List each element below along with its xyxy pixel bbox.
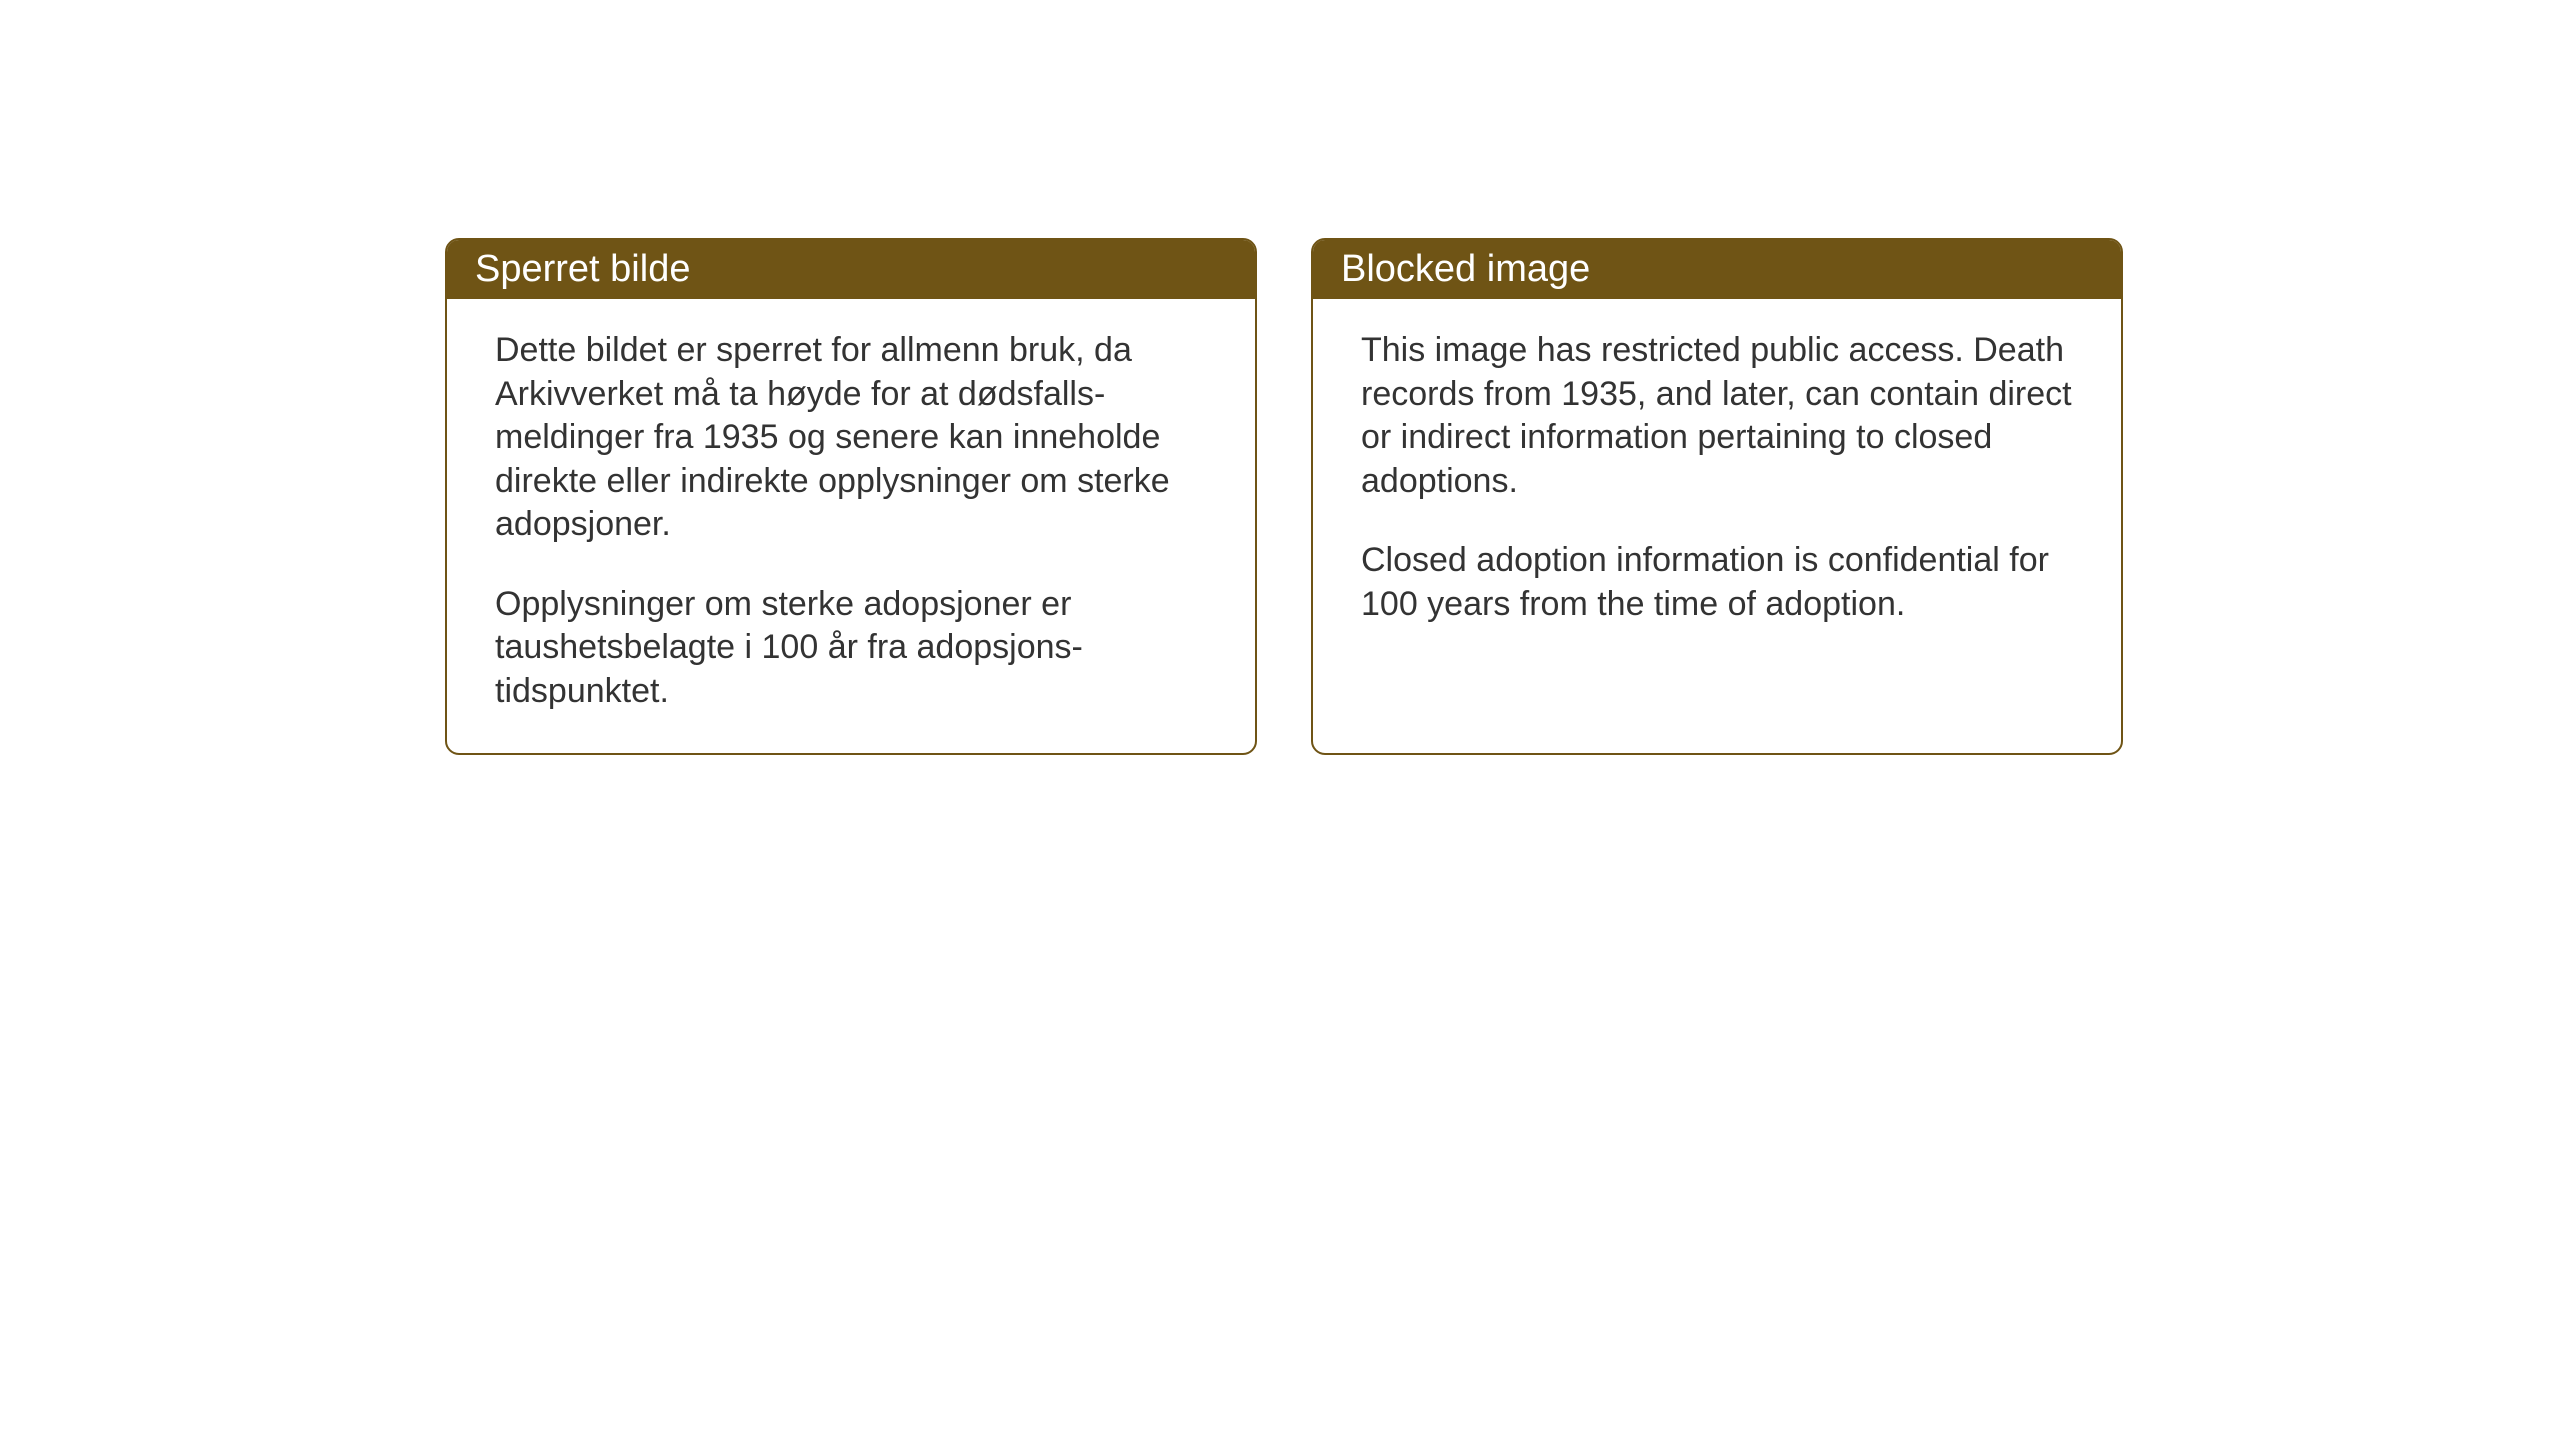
norwegian-notice-card: Sperret bilde Dette bildet er sperret fo…: [445, 238, 1257, 755]
norwegian-paragraph-1: Dette bildet er sperret for allmenn bruk…: [495, 329, 1207, 547]
english-card-body: This image has restricted public access.…: [1313, 299, 2121, 666]
english-paragraph-1: This image has restricted public access.…: [1361, 329, 2073, 503]
english-card-title: Blocked image: [1313, 240, 2121, 299]
english-notice-card: Blocked image This image has restricted …: [1311, 238, 2123, 755]
norwegian-card-body: Dette bildet er sperret for allmenn bruk…: [447, 299, 1255, 753]
english-paragraph-2: Closed adoption information is confident…: [1361, 539, 2073, 626]
norwegian-paragraph-2: Opplysninger om sterke adopsjoner er tau…: [495, 583, 1207, 714]
norwegian-card-title: Sperret bilde: [447, 240, 1255, 299]
notice-container: Sperret bilde Dette bildet er sperret fo…: [445, 238, 2123, 755]
